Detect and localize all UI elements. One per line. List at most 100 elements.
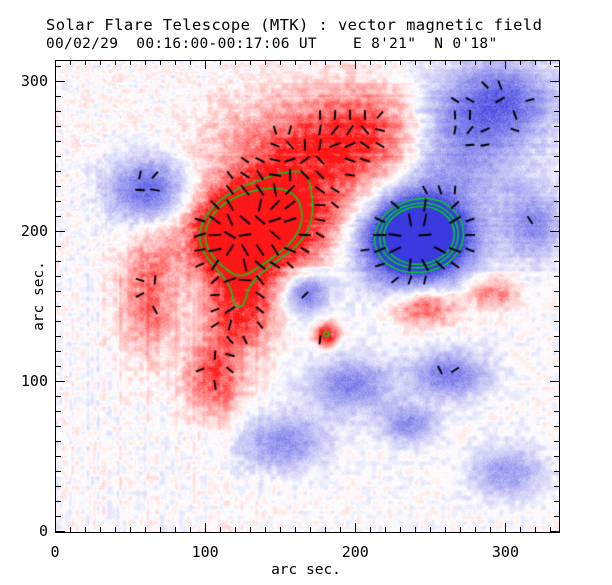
x-tick-top xyxy=(460,60,461,65)
x-tick-top xyxy=(100,60,101,65)
y-tick-label: 0 xyxy=(38,522,48,540)
y-tick-right xyxy=(554,366,559,367)
y-tick xyxy=(56,231,65,232)
x-tick-label: 100 xyxy=(191,543,219,561)
x-tick xyxy=(460,527,461,532)
y-tick-right xyxy=(554,246,559,247)
x-tick xyxy=(535,527,536,532)
x-tick-top xyxy=(415,60,416,65)
figure-subtitle: 00/02/29 00:16:00-00:17:06 UT E 8'21" N … xyxy=(46,36,498,52)
x-tick xyxy=(205,523,206,532)
y-tick xyxy=(56,501,61,502)
y-tick-right xyxy=(554,321,559,322)
y-tick-right xyxy=(554,201,559,202)
x-tick-top xyxy=(130,60,131,65)
y-tick-right xyxy=(554,186,559,187)
y-tick-right xyxy=(554,291,559,292)
y-tick-right xyxy=(554,156,559,157)
x-tick-label: 300 xyxy=(491,543,519,561)
x-tick-top xyxy=(295,60,296,65)
y-tick xyxy=(56,81,65,82)
x-tick xyxy=(190,527,191,532)
y-tick xyxy=(56,516,61,517)
y-tick-right xyxy=(554,276,559,277)
y-tick-label: 300 xyxy=(20,72,48,90)
x-tick-top xyxy=(70,60,71,65)
x-tick-top xyxy=(550,60,551,65)
y-tick xyxy=(56,351,61,352)
y-axis-title: arc sec. xyxy=(30,261,47,331)
x-tick xyxy=(505,523,506,532)
y-tick-right xyxy=(554,66,559,67)
y-tick-right xyxy=(554,141,559,142)
x-tick-top xyxy=(175,60,176,65)
y-tick-right xyxy=(554,126,559,127)
y-tick xyxy=(56,186,61,187)
x-tick-top xyxy=(490,60,491,65)
x-tick-top xyxy=(220,60,221,65)
y-tick-right xyxy=(554,96,559,97)
x-axis-title: arc sec. xyxy=(271,562,341,578)
x-tick-top xyxy=(385,60,386,65)
y-tick xyxy=(56,471,61,472)
x-tick xyxy=(400,527,401,532)
x-tick xyxy=(325,527,326,532)
x-tick-top xyxy=(235,60,236,65)
y-tick-right xyxy=(550,381,559,382)
y-tick xyxy=(56,246,61,247)
x-tick xyxy=(280,527,281,532)
x-tick-top xyxy=(370,60,371,65)
x-tick-top xyxy=(190,60,191,65)
y-tick-right xyxy=(554,261,559,262)
x-tick-top xyxy=(310,60,311,65)
y-tick xyxy=(56,306,61,307)
y-tick xyxy=(56,531,65,532)
x-tick xyxy=(55,523,56,532)
x-tick xyxy=(130,527,131,532)
y-tick xyxy=(56,441,61,442)
y-tick xyxy=(56,156,61,157)
y-tick xyxy=(56,261,61,262)
x-tick xyxy=(415,527,416,532)
y-tick-label: 200 xyxy=(20,222,48,240)
y-tick-right xyxy=(554,516,559,517)
x-tick-top xyxy=(445,60,446,65)
y-tick-right xyxy=(554,171,559,172)
x-tick xyxy=(250,527,251,532)
x-tick-label: 200 xyxy=(341,543,369,561)
y-tick xyxy=(56,201,61,202)
y-tick-right xyxy=(554,336,559,337)
y-tick-right xyxy=(554,486,559,487)
y-tick xyxy=(56,411,61,412)
x-tick xyxy=(160,527,161,532)
x-tick xyxy=(295,527,296,532)
x-tick xyxy=(475,527,476,532)
x-tick-top xyxy=(85,60,86,65)
y-tick-right xyxy=(554,456,559,457)
y-tick-right xyxy=(554,396,559,397)
x-tick xyxy=(235,527,236,532)
figure-title: Solar Flare Telescope (MTK) : vector mag… xyxy=(46,16,543,34)
y-tick-right xyxy=(554,111,559,112)
y-tick-label: 100 xyxy=(20,372,48,390)
y-tick xyxy=(56,486,61,487)
plot-area xyxy=(55,60,560,533)
x-tick xyxy=(430,527,431,532)
x-tick-top xyxy=(145,60,146,65)
x-tick xyxy=(220,527,221,532)
x-tick-top xyxy=(535,60,536,65)
y-tick-right xyxy=(550,531,559,532)
x-tick-top xyxy=(475,60,476,65)
x-tick-top xyxy=(160,60,161,65)
y-tick-right xyxy=(554,471,559,472)
x-tick xyxy=(85,527,86,532)
x-tick xyxy=(265,527,266,532)
x-tick xyxy=(445,527,446,532)
y-tick xyxy=(56,396,61,397)
x-tick-top xyxy=(340,60,341,65)
y-tick xyxy=(56,141,61,142)
x-tick-top xyxy=(520,60,521,65)
x-tick-top xyxy=(505,60,506,69)
x-tick-top xyxy=(325,60,326,65)
